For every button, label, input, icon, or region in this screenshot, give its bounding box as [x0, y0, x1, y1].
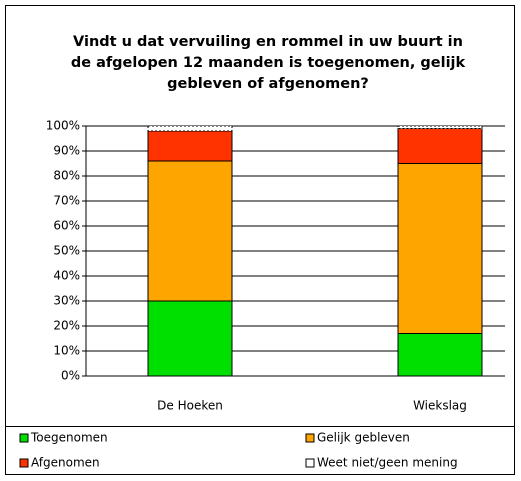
legend-swatch — [19, 433, 29, 443]
y-tick-label: 60% — [53, 219, 80, 233]
legend-label: Gelijk gebleven — [317, 431, 410, 445]
y-tick-label: 0% — [61, 369, 80, 383]
y-tick-label: 100% — [46, 119, 80, 133]
legend-swatch — [305, 458, 315, 468]
y-tick-label: 20% — [53, 319, 80, 333]
y-tick-label: 50% — [53, 244, 80, 258]
x-tick-label: Wiekslag — [413, 399, 467, 413]
x-tick-label: De Hoeken — [157, 399, 223, 413]
chart-title: Vindt u dat vervuiling en rommel in uw b… — [73, 34, 463, 50]
bar-segment — [147, 160, 233, 302]
legend-label: Afgenomen — [31, 456, 100, 470]
bar-segment — [147, 300, 233, 377]
legend-label: Weet niet/geen mening — [317, 456, 458, 470]
legend-swatch — [19, 458, 29, 468]
bar-segment — [397, 333, 483, 377]
legend-label: Toegenomen — [30, 431, 108, 445]
y-tick-label: 10% — [53, 344, 80, 358]
y-tick-label: 80% — [53, 169, 80, 183]
y-tick-label: 70% — [53, 194, 80, 208]
bar-segment — [397, 128, 483, 164]
y-tick-label: 90% — [53, 144, 80, 158]
legend-box — [5, 426, 515, 475]
bar-segment — [147, 125, 233, 132]
chart-title: gebleven of afgenomen? — [167, 76, 369, 92]
bar-segment — [147, 130, 233, 162]
chart-title: de afgelopen 12 maanden is toegenomen, g… — [71, 55, 466, 71]
bar-segment — [397, 125, 483, 129]
legend-swatch — [305, 433, 315, 443]
bar-segment — [397, 163, 483, 334]
y-tick-label: 30% — [53, 294, 80, 308]
y-tick-label: 40% — [53, 269, 80, 283]
